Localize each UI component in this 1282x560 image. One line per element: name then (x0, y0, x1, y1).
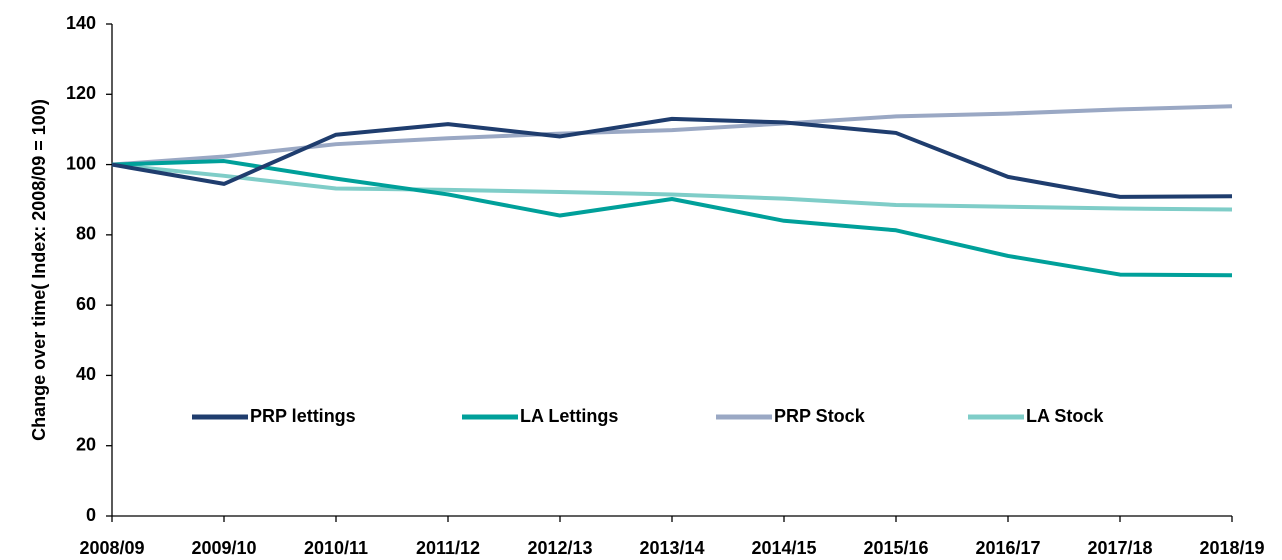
y-tick-label: 40 (76, 364, 96, 384)
x-tick-label: 2009/10 (191, 538, 256, 558)
y-tick-label: 140 (66, 13, 96, 33)
data-line (111, 104, 1233, 167)
x-tick-label: 2013/14 (639, 538, 704, 558)
y-tick-label: 100 (66, 153, 96, 173)
y-tick-label: 80 (76, 224, 96, 244)
x-tick-label: 2017/18 (1087, 538, 1152, 558)
legend-label: LA Lettings (520, 406, 618, 426)
data-line (111, 162, 1233, 212)
y-axis-label: Change over time( Index: 2008/09 = 100) (29, 99, 49, 441)
x-tick-label: 2010/11 (304, 538, 368, 558)
y-tick-label: 60 (76, 294, 96, 314)
legend-label: PRP Stock (774, 406, 866, 426)
y-tick-label: 120 (66, 83, 96, 103)
x-tick-label: 2015/16 (863, 538, 928, 558)
x-tick-label: 2014/15 (751, 538, 816, 558)
data-line (111, 159, 1233, 278)
y-tick-label: 20 (76, 434, 96, 454)
legend-label: PRP lettings (250, 406, 356, 426)
x-tick-label: 2012/13 (527, 538, 592, 558)
x-tick-label: 2016/17 (975, 538, 1040, 558)
y-tick-label: 0 (86, 505, 96, 525)
x-tick-label: 2011/12 (416, 538, 480, 558)
x-tick-label: 2008/09 (79, 538, 144, 558)
legend-label: LA Stock (1026, 406, 1104, 426)
x-tick-label: 2018/19 (1199, 538, 1264, 558)
data-line (111, 116, 1233, 199)
